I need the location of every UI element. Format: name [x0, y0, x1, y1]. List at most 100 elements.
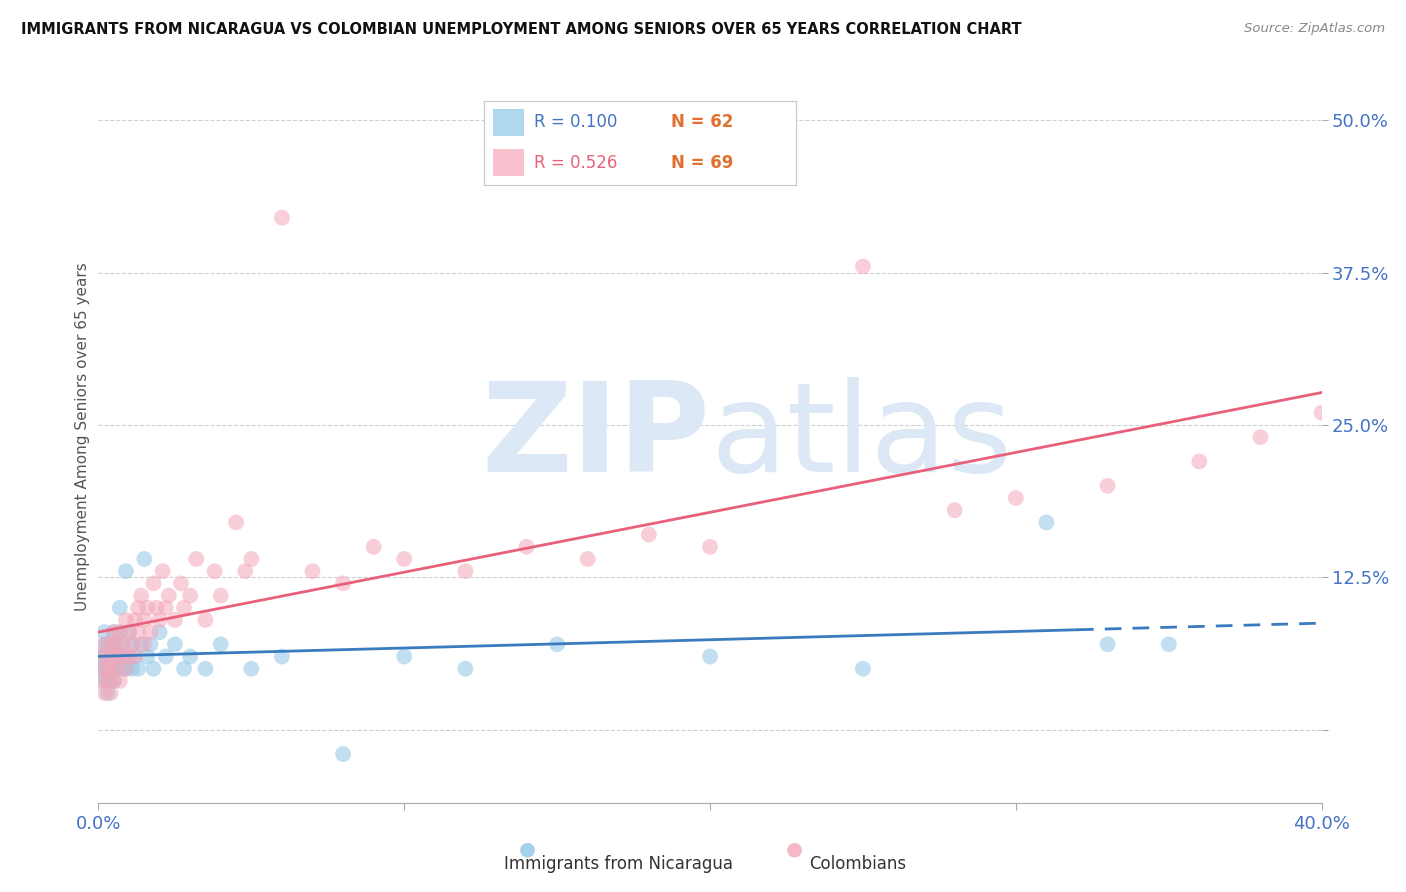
Point	[546, 637, 568, 651]
Point	[100, 662, 122, 676]
Point	[139, 637, 162, 651]
Point	[93, 625, 115, 640]
Point	[118, 625, 141, 640]
Point	[118, 649, 141, 664]
Point	[699, 649, 721, 664]
Point	[90, 662, 112, 676]
Point	[103, 649, 125, 664]
Point	[194, 613, 217, 627]
Point	[149, 625, 172, 640]
Text: Source: ZipAtlas.com: Source: ZipAtlas.com	[1244, 22, 1385, 36]
Point	[270, 211, 292, 225]
Point	[115, 564, 138, 578]
Point	[1249, 430, 1271, 444]
Y-axis label: Unemployment Among Seniors over 65 years: Unemployment Among Seniors over 65 years	[75, 263, 90, 611]
Point	[194, 662, 217, 676]
Point	[111, 662, 134, 676]
Text: IMMIGRANTS FROM NICARAGUA VS COLOMBIAN UNEMPLOYMENT AMONG SENIORS OVER 65 YEARS : IMMIGRANTS FROM NICARAGUA VS COLOMBIAN U…	[21, 22, 1022, 37]
Point	[124, 613, 146, 627]
Point	[103, 637, 125, 651]
Point	[93, 637, 115, 651]
Point	[1310, 406, 1333, 420]
Point	[111, 637, 134, 651]
Point	[142, 662, 165, 676]
Point	[97, 649, 120, 664]
Point	[233, 564, 256, 578]
Point	[97, 662, 120, 676]
Point	[97, 673, 120, 688]
Point	[204, 564, 226, 578]
Point	[1035, 516, 1057, 530]
Point	[1097, 637, 1119, 651]
Point	[111, 649, 134, 664]
Point	[97, 686, 120, 700]
Point	[1097, 479, 1119, 493]
Point	[852, 662, 875, 676]
Point	[145, 600, 167, 615]
Point	[103, 625, 125, 640]
Point	[1157, 637, 1180, 651]
Point	[134, 637, 156, 651]
Point	[127, 600, 149, 615]
Point	[115, 662, 138, 676]
Point	[90, 649, 112, 664]
Point	[93, 673, 115, 688]
Point	[155, 600, 177, 615]
Point	[103, 673, 125, 688]
Point	[155, 649, 177, 664]
Point	[392, 649, 416, 664]
Point	[943, 503, 966, 517]
Point	[699, 540, 721, 554]
Point	[152, 564, 174, 578]
Point	[454, 662, 477, 676]
Point	[108, 673, 131, 688]
Point	[118, 625, 141, 640]
Point	[186, 552, 208, 566]
Point	[105, 637, 128, 651]
Point	[240, 662, 263, 676]
Point	[105, 662, 128, 676]
Point	[93, 662, 115, 676]
Point	[301, 564, 323, 578]
Point	[332, 747, 354, 761]
Point	[516, 540, 538, 554]
Point	[97, 637, 120, 651]
Point	[576, 552, 599, 566]
Point	[108, 625, 131, 640]
Point	[93, 662, 115, 676]
Point	[97, 673, 120, 688]
Point	[111, 649, 134, 664]
Point	[105, 662, 128, 676]
Point	[100, 686, 122, 700]
Point	[103, 649, 125, 664]
Point	[129, 637, 152, 651]
Point	[118, 649, 141, 664]
Text: Colombians: Colombians	[808, 855, 907, 872]
Point	[108, 600, 131, 615]
Point	[392, 552, 416, 566]
Point	[129, 589, 152, 603]
Point	[90, 673, 112, 688]
Point	[1004, 491, 1026, 505]
Point	[93, 686, 115, 700]
Point	[173, 600, 195, 615]
Point	[127, 662, 149, 676]
Point	[454, 564, 477, 578]
Point	[93, 637, 115, 651]
Text: atlas: atlas	[710, 376, 1012, 498]
Point	[134, 552, 156, 566]
Point	[115, 613, 138, 627]
Point	[1188, 454, 1211, 468]
Point	[100, 649, 122, 664]
Point	[127, 625, 149, 640]
Point	[136, 649, 159, 664]
Point	[100, 637, 122, 651]
Point	[209, 589, 232, 603]
Point	[139, 625, 162, 640]
Point	[97, 662, 120, 676]
Point	[121, 637, 143, 651]
Point	[103, 625, 125, 640]
Point	[270, 649, 292, 664]
Point	[637, 527, 661, 541]
Point	[179, 589, 201, 603]
